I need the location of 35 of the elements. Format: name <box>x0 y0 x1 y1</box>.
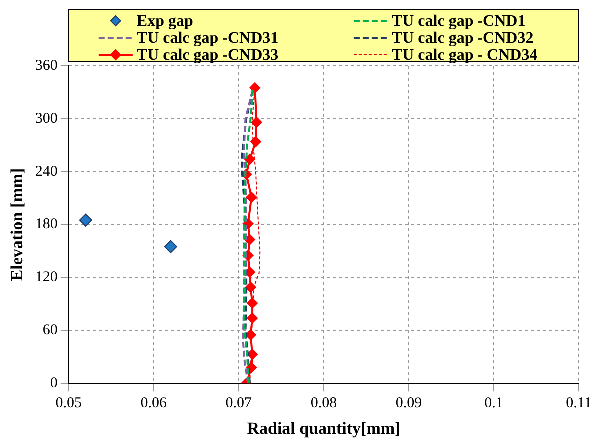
x-axis-title: Radial quantity[mm] <box>247 419 401 438</box>
legend-label: TU calc gap -CND1 <box>392 13 526 30</box>
x-tick-label: 0.08 <box>310 396 338 412</box>
point <box>244 154 256 166</box>
point <box>250 82 261 94</box>
point <box>250 136 262 148</box>
point <box>246 362 258 374</box>
point <box>79 214 92 227</box>
point <box>247 312 258 324</box>
y-tick-label: 240 <box>35 164 58 180</box>
y-tick-label: 120 <box>35 270 58 286</box>
x-tick-label: 0.1 <box>484 396 504 412</box>
point <box>164 240 178 254</box>
point <box>244 234 256 246</box>
y-tick-label: 180 <box>35 216 58 233</box>
legend-label: TU calc gap -CND33 <box>136 47 279 64</box>
legend-label: TU calc gap - CND34 <box>392 47 538 64</box>
legend-label: Exp gap <box>136 13 194 30</box>
point <box>251 116 262 128</box>
point <box>247 298 258 309</box>
y-tick-label: 360 <box>35 58 58 74</box>
x-tick-label: 0.05 <box>56 396 82 412</box>
point <box>245 282 256 293</box>
x-tick-label: 0.11 <box>566 396 592 412</box>
point <box>246 192 258 203</box>
x-tick-label: 0.07 <box>226 396 253 412</box>
y-axis-title: Elevation [mm] <box>8 168 27 282</box>
y-tick-label: 0 <box>50 376 58 392</box>
x-tick-label: 0.09 <box>396 396 422 412</box>
x-tick-label: 0.06 <box>140 396 168 412</box>
point <box>247 348 258 360</box>
legend-label: TU calc gap -CND32 <box>392 30 534 48</box>
y-tick-label: 300 <box>35 110 58 127</box>
y-tick-label: 60 <box>42 322 58 339</box>
legend-label: TU calc gap -CND31 <box>136 30 279 48</box>
